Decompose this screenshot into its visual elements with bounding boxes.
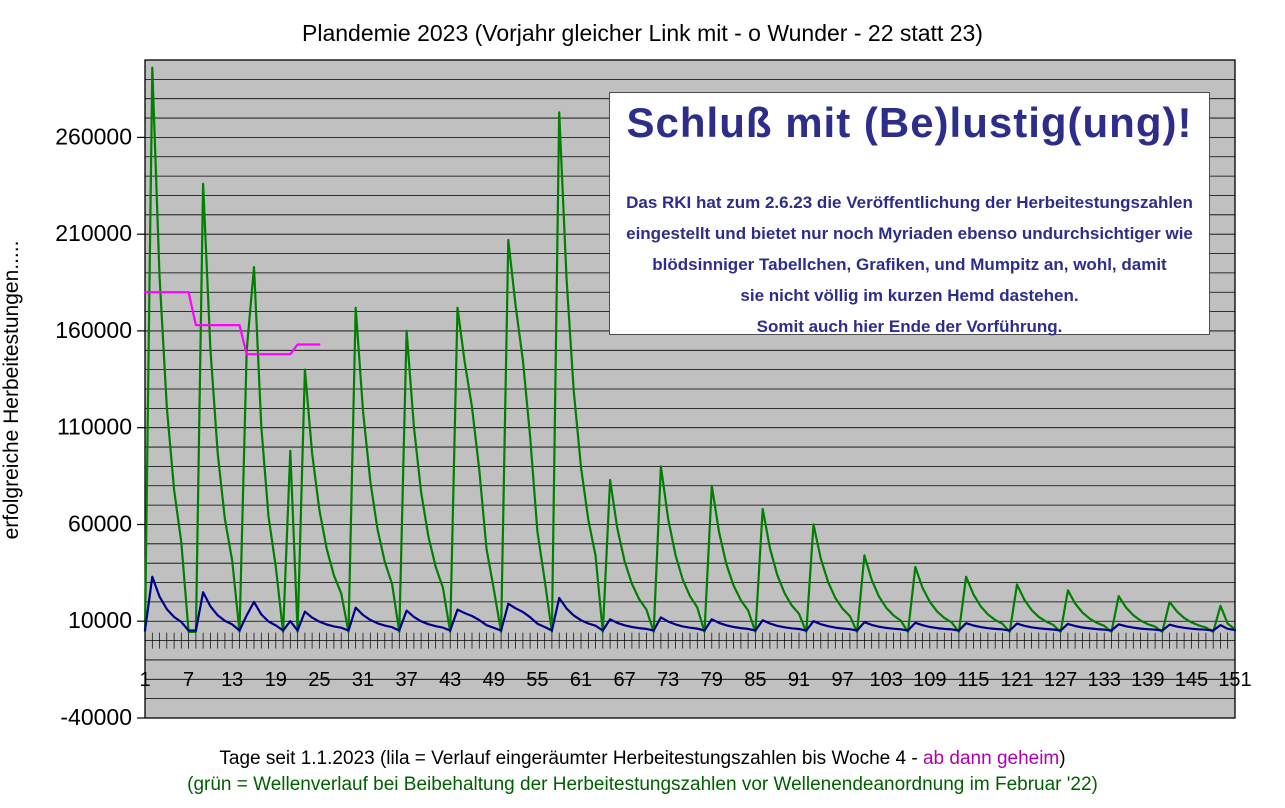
svg-text:7: 7 [183,669,194,691]
svg-text:103: 103 [870,669,903,691]
svg-text:260000: 260000 [55,123,132,149]
svg-text:109: 109 [913,669,946,691]
svg-text:115: 115 [957,669,989,691]
svg-text:31: 31 [352,669,374,691]
svg-text:110000: 110000 [57,414,132,440]
svg-text:73: 73 [657,669,679,691]
svg-text:210000: 210000 [55,220,132,246]
svg-text:79: 79 [701,669,723,691]
svg-text:85: 85 [744,669,766,691]
svg-text:67: 67 [613,669,635,691]
svg-text:43: 43 [439,669,461,691]
svg-text:19: 19 [265,669,287,691]
svg-text:61: 61 [570,669,592,691]
svg-text:121: 121 [1000,669,1033,691]
svg-text:1: 1 [139,669,150,691]
svg-text:49: 49 [483,669,505,691]
svg-text:55: 55 [526,669,548,691]
svg-text:60000: 60000 [68,511,132,537]
svg-text:160000: 160000 [55,317,132,343]
svg-text:127: 127 [1044,669,1077,691]
svg-text:139: 139 [1131,669,1164,691]
svg-text:97: 97 [831,669,853,691]
svg-text:145: 145 [1175,669,1208,691]
svg-text:37: 37 [395,669,417,691]
svg-text:25: 25 [308,669,330,691]
svg-text:91: 91 [788,669,810,691]
svg-text:10000: 10000 [68,607,132,633]
svg-text:13: 13 [221,669,243,691]
svg-text:133: 133 [1088,669,1121,691]
svg-text:-40000: -40000 [60,704,132,730]
svg-text:151: 151 [1218,669,1251,691]
